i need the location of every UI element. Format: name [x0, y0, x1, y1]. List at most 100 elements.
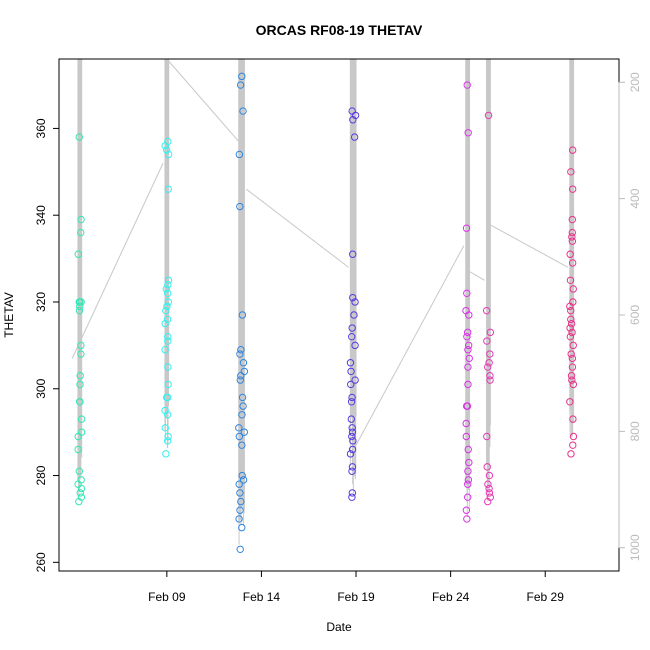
data-point-rf11 [347, 415, 356, 423]
right-tick-label: 600 [628, 305, 642, 325]
data-point-rf10 [236, 202, 244, 211]
data-point-rf10 [239, 402, 247, 410]
right-tick-label: 800 [628, 421, 642, 441]
data-point-rf10 [236, 376, 244, 384]
data-point-rf14 [569, 341, 577, 350]
data-point-rf08 [76, 298, 84, 306]
data-point-rf12 [463, 81, 471, 89]
data-point-rf09 [164, 363, 172, 371]
x-tick-label: Feb 29 [527, 590, 565, 604]
data-point-rf09 [164, 432, 172, 441]
data-point-rf09 [161, 346, 169, 354]
data-point-rf11 [348, 332, 356, 341]
data-point-rf09 [164, 337, 172, 345]
data-point-rf14 [569, 298, 577, 306]
data-point-rf09 [163, 146, 171, 154]
data-point-rf09 [162, 285, 170, 293]
data-point-rf12 [464, 346, 472, 354]
data-point-rf09 [161, 406, 169, 415]
data-point-rf12 [464, 476, 473, 484]
data-point-rf09 [164, 276, 173, 284]
data-point-rf13 [482, 306, 491, 315]
data-point-rf14 [569, 432, 578, 441]
right-axis: 200 400 600 800 1000 [618, 72, 642, 561]
data-point-rf09 [164, 280, 172, 289]
data-point-rf10 [240, 367, 249, 376]
data-point-rf10 [239, 359, 248, 367]
data-point-rf12 [463, 328, 472, 337]
y-axis-label: THETAV [2, 292, 16, 338]
data-point-rf12 [463, 289, 471, 298]
x-axis-label: Date [326, 620, 352, 634]
data-point-rf11 [348, 493, 356, 501]
data-point-rf08 [75, 398, 84, 406]
data-point-rf10 [235, 424, 243, 432]
data-point-rf14 [567, 319, 576, 328]
data-point-rf12 [463, 515, 471, 523]
data-point-rf08 [76, 372, 84, 380]
data-point-rf13 [485, 359, 493, 367]
data-point-rf09 [164, 185, 172, 193]
points-group [74, 72, 578, 554]
data-point-rf14 [568, 354, 577, 363]
data-point-rf11 [349, 293, 357, 302]
data-point-rf10 [240, 428, 249, 436]
chart-title: ORCAS RF08-19 THETAV [256, 22, 423, 38]
data-point-rf11 [349, 250, 357, 258]
data-point-rf10 [239, 107, 247, 115]
trace-line [355, 245, 465, 446]
data-point-rf13 [486, 350, 494, 358]
data-point-rf14 [569, 380, 578, 389]
data-point-rf10 [236, 350, 244, 358]
data-point-rf12 [464, 493, 472, 501]
data-point-rf10 [235, 480, 243, 488]
data-point-rf14 [567, 168, 575, 176]
data-point-rf09 [162, 306, 170, 315]
data-point-rf11 [351, 341, 359, 350]
data-point-rf14 [567, 450, 575, 458]
x-tick-label: Feb 14 [243, 590, 281, 604]
data-point-rf13 [485, 489, 494, 497]
data-point-rf12 [464, 129, 472, 137]
data-point-rf10 [239, 476, 248, 484]
data-point-rf09 [161, 319, 169, 328]
data-point-rf11 [348, 489, 357, 497]
data-point-rf09 [164, 380, 172, 389]
data-point-rf13 [486, 493, 494, 501]
data-point-rf14 [566, 332, 575, 341]
data-point-rf10 [238, 393, 247, 402]
data-point-rf10 [238, 411, 246, 419]
data-point-rf12 [465, 458, 473, 467]
data-point-rf12 [462, 419, 470, 428]
data-point-rf09 [162, 450, 170, 458]
data-point-rf11 [347, 367, 355, 376]
data-point-rf14 [569, 415, 577, 423]
data-point-rf13 [485, 484, 493, 493]
data-point-rf14 [568, 376, 576, 384]
data-point-rf09 [163, 302, 171, 311]
data-point-rf12 [464, 363, 472, 371]
data-point-rf11 [346, 359, 355, 367]
data-point-rf13 [486, 372, 494, 380]
data-point-rf12 [463, 402, 472, 410]
data-point-rf10 [238, 311, 247, 319]
right-tick-label: 400 [628, 188, 642, 208]
data-point-rf08 [77, 493, 86, 501]
data-point-rf10 [236, 81, 245, 89]
data-point-rf09 [164, 289, 172, 298]
data-point-rf11 [351, 376, 359, 384]
data-point-rf09 [164, 150, 173, 159]
trace-line [71, 162, 164, 359]
data-point-rf10 [238, 523, 246, 532]
data-point-rf10 [235, 150, 244, 159]
data-point-rf13 [483, 432, 491, 441]
data-point-rf08 [74, 250, 82, 258]
data-point-rf14 [566, 324, 574, 332]
data-point-rf08 [75, 467, 83, 475]
data-point-rf14 [569, 285, 577, 293]
data-point-rf14 [569, 441, 577, 449]
data-point-rf11 [348, 424, 356, 432]
data-point-rf08 [77, 228, 85, 237]
data-point-rf10 [236, 489, 244, 497]
data-point-rf08 [76, 489, 84, 497]
